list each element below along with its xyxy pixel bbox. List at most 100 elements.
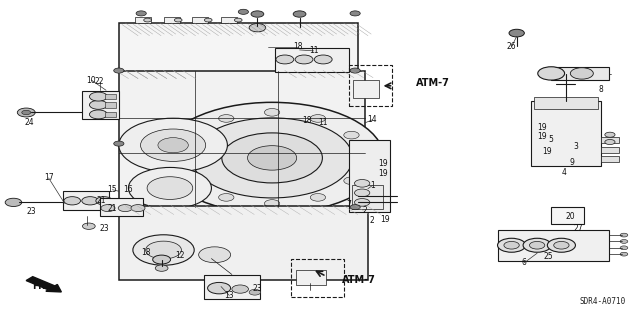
Text: 19: 19 [378, 159, 387, 168]
Bar [164, 17, 179, 23]
Circle shape [509, 29, 524, 37]
Circle shape [504, 241, 519, 249]
Text: 2: 2 [363, 206, 368, 215]
Circle shape [620, 252, 628, 256]
Bar [275, 48, 349, 72]
Text: 7: 7 [346, 200, 351, 209]
Circle shape [350, 11, 360, 16]
Bar [192, 17, 208, 23]
Bar [296, 270, 326, 285]
Bar [534, 97, 598, 109]
Text: ATM-7: ATM-7 [342, 275, 376, 285]
Circle shape [133, 235, 194, 265]
Circle shape [146, 241, 181, 259]
Text: 18: 18 [303, 116, 312, 125]
Text: 23: 23 [26, 207, 36, 216]
Circle shape [344, 177, 359, 184]
Circle shape [96, 197, 113, 205]
Circle shape [620, 233, 628, 237]
Text: 10: 10 [86, 76, 96, 85]
Circle shape [264, 108, 280, 116]
Bar [105, 112, 116, 117]
Circle shape [198, 247, 230, 263]
Bar [119, 23, 358, 72]
Text: 20: 20 [566, 211, 575, 220]
Text: 19: 19 [538, 132, 547, 141]
Text: 15: 15 [108, 185, 117, 194]
Circle shape [173, 154, 188, 162]
Circle shape [554, 241, 569, 249]
Circle shape [570, 68, 593, 79]
Text: 18: 18 [293, 42, 302, 51]
Circle shape [114, 68, 124, 73]
Text: 2: 2 [370, 216, 375, 225]
Circle shape [114, 204, 124, 210]
Circle shape [293, 11, 306, 17]
Circle shape [344, 131, 359, 139]
Circle shape [83, 223, 95, 229]
Text: 6: 6 [522, 258, 527, 267]
Circle shape [161, 102, 384, 213]
Circle shape [90, 110, 108, 119]
Bar [204, 275, 260, 299]
Bar [353, 80, 379, 98]
Text: 25: 25 [544, 252, 554, 261]
Text: 21: 21 [108, 204, 117, 213]
Text: 5: 5 [548, 135, 554, 144]
Bar [105, 94, 116, 100]
Circle shape [207, 282, 230, 294]
Bar [83, 91, 120, 119]
Text: 24: 24 [24, 117, 35, 127]
Text: FR.: FR. [33, 282, 49, 292]
Text: 11: 11 [319, 117, 328, 127]
Bar [63, 191, 109, 210]
Text: 19: 19 [378, 169, 387, 178]
Text: 12: 12 [175, 251, 184, 260]
Circle shape [365, 90, 378, 96]
Text: 13: 13 [225, 291, 234, 300]
Circle shape [222, 133, 323, 183]
Circle shape [314, 55, 332, 64]
Circle shape [153, 255, 171, 264]
Bar [352, 185, 383, 209]
Bar [551, 207, 584, 224]
Circle shape [310, 194, 326, 201]
Bar [531, 101, 601, 167]
Circle shape [350, 204, 360, 210]
Circle shape [191, 118, 353, 198]
Circle shape [355, 198, 370, 206]
Bar [349, 65, 392, 106]
Circle shape [232, 285, 248, 293]
Text: 17: 17 [44, 174, 53, 182]
Text: 26: 26 [507, 42, 516, 51]
Text: 19: 19 [538, 123, 547, 132]
Circle shape [523, 238, 551, 252]
Circle shape [251, 11, 264, 17]
Circle shape [22, 110, 31, 115]
Circle shape [114, 141, 124, 146]
Circle shape [355, 189, 370, 197]
Bar [119, 70, 365, 207]
Circle shape [136, 11, 147, 16]
Circle shape [101, 204, 115, 211]
Text: 8: 8 [598, 85, 604, 94]
Bar [100, 197, 143, 216]
Text: 23: 23 [99, 224, 109, 233]
Text: 21: 21 [97, 196, 106, 205]
Circle shape [219, 194, 234, 201]
Circle shape [300, 273, 321, 284]
Circle shape [144, 18, 152, 22]
Circle shape [147, 177, 193, 199]
Circle shape [204, 18, 212, 22]
Circle shape [119, 118, 227, 172]
Bar [601, 137, 619, 143]
Bar [135, 17, 151, 23]
Text: SDR4-A0710: SDR4-A0710 [579, 297, 625, 306]
Circle shape [249, 24, 266, 32]
Bar [291, 259, 344, 297]
Text: 9: 9 [570, 158, 575, 167]
Text: 1: 1 [370, 181, 375, 190]
Circle shape [158, 137, 188, 153]
Circle shape [129, 167, 211, 209]
Circle shape [547, 238, 575, 252]
